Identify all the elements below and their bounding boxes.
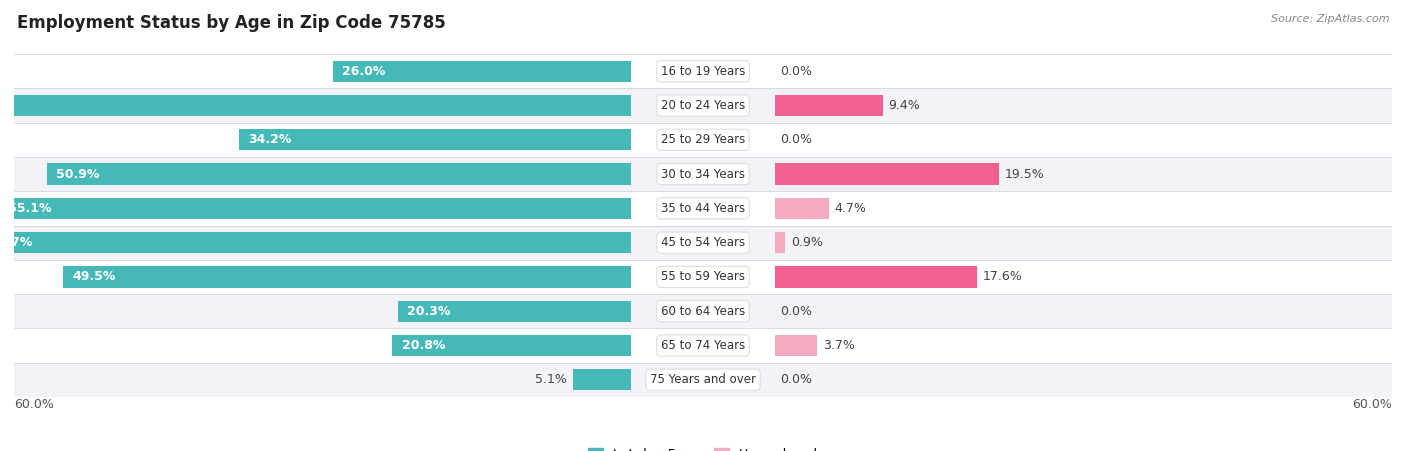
Text: 5.1%: 5.1%: [536, 373, 567, 386]
Bar: [14, 123, 1392, 157]
Bar: [0, 198, 631, 219]
Bar: [333, 60, 631, 82]
Bar: [14, 226, 1392, 260]
Bar: [14, 88, 1392, 123]
Text: 17.6%: 17.6%: [983, 271, 1022, 283]
Text: 60.0%: 60.0%: [14, 398, 53, 410]
Text: 30 to 34 Years: 30 to 34 Years: [661, 168, 745, 180]
Text: 60 to 64 Years: 60 to 64 Years: [661, 305, 745, 318]
Text: 9.4%: 9.4%: [889, 99, 920, 112]
Text: 35 to 44 Years: 35 to 44 Years: [661, 202, 745, 215]
Text: 25 to 29 Years: 25 to 29 Years: [661, 133, 745, 146]
Bar: [14, 54, 1392, 88]
Bar: [775, 335, 817, 356]
Text: 19.5%: 19.5%: [1004, 168, 1045, 180]
Text: 26.0%: 26.0%: [342, 65, 385, 78]
Bar: [14, 294, 1392, 328]
Bar: [775, 266, 977, 288]
Bar: [572, 369, 631, 391]
Bar: [14, 260, 1392, 294]
Text: 0.0%: 0.0%: [780, 65, 813, 78]
Legend: In Labor Force, Unemployed: In Labor Force, Unemployed: [583, 443, 823, 451]
Bar: [0, 95, 631, 116]
Text: 34.2%: 34.2%: [247, 133, 291, 146]
Text: 4.7%: 4.7%: [835, 202, 866, 215]
Bar: [775, 95, 883, 116]
Bar: [14, 328, 1392, 363]
Text: 50.9%: 50.9%: [56, 168, 100, 180]
Text: 75 Years and over: 75 Years and over: [650, 373, 756, 386]
Text: 56.7%: 56.7%: [0, 236, 32, 249]
Text: 65 to 74 Years: 65 to 74 Years: [661, 339, 745, 352]
Text: 0.0%: 0.0%: [780, 373, 813, 386]
Bar: [63, 266, 631, 288]
Bar: [775, 232, 785, 253]
Bar: [775, 163, 998, 185]
Bar: [14, 157, 1392, 191]
Text: Employment Status by Age in Zip Code 75785: Employment Status by Age in Zip Code 757…: [17, 14, 446, 32]
Text: 20.3%: 20.3%: [408, 305, 451, 318]
Bar: [0, 232, 631, 253]
Bar: [14, 191, 1392, 226]
Text: 20 to 24 Years: 20 to 24 Years: [661, 99, 745, 112]
Bar: [775, 198, 828, 219]
Bar: [239, 129, 631, 151]
Text: 16 to 19 Years: 16 to 19 Years: [661, 65, 745, 78]
Text: 49.5%: 49.5%: [72, 271, 115, 283]
Text: 0.0%: 0.0%: [780, 305, 813, 318]
Text: 0.9%: 0.9%: [790, 236, 823, 249]
Bar: [392, 335, 631, 356]
Text: 55.1%: 55.1%: [8, 202, 51, 215]
Text: 45 to 54 Years: 45 to 54 Years: [661, 236, 745, 249]
Text: 3.7%: 3.7%: [823, 339, 855, 352]
Text: 20.8%: 20.8%: [402, 339, 444, 352]
Bar: [46, 163, 631, 185]
Text: 60.0%: 60.0%: [1353, 398, 1392, 410]
Bar: [398, 300, 631, 322]
Text: 55 to 59 Years: 55 to 59 Years: [661, 271, 745, 283]
Bar: [14, 363, 1392, 397]
Text: Source: ZipAtlas.com: Source: ZipAtlas.com: [1271, 14, 1389, 23]
Text: 0.0%: 0.0%: [780, 133, 813, 146]
